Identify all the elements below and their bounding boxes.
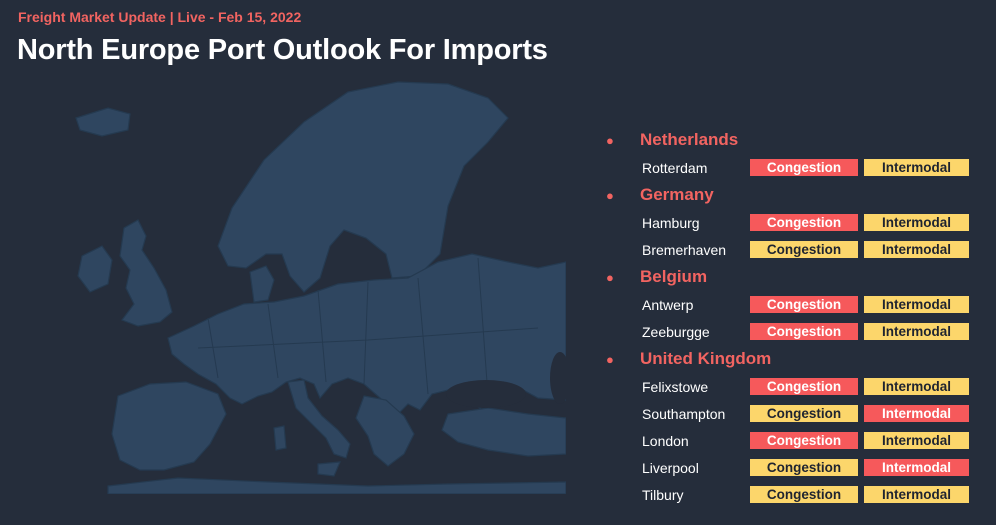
port-name: Southampton: [642, 405, 726, 422]
congestion-badge: Congestion: [750, 296, 858, 313]
port-row-felixstowe: Felixstowe Congestion Intermodal: [602, 373, 982, 400]
intermodal-badge: Intermodal: [864, 159, 969, 176]
port-name: London: [642, 432, 689, 449]
bullet-icon: ●: [606, 351, 614, 367]
country-name: Netherlands: [640, 130, 739, 149]
map-great-britain: [119, 219, 173, 327]
map-iceland: [75, 107, 131, 137]
port-name: Bremerhaven: [642, 241, 727, 258]
country-name: United Kingdom: [640, 349, 772, 368]
port-row-liverpool: Liverpool Congestion Intermodal: [602, 454, 982, 481]
map-iberia: [111, 381, 227, 471]
map-mainland: [167, 253, 566, 415]
intermodal-badge: Intermodal: [864, 459, 969, 476]
intermodal-badge: Intermodal: [864, 214, 969, 231]
map-north-africa: [107, 477, 566, 494]
port-name: Rotterdam: [642, 159, 708, 176]
port-status-list: ● Netherlands Rotterdam Congestion Inter…: [602, 126, 982, 508]
port-name: Hamburg: [642, 214, 700, 231]
page-title: North Europe Port Outlook For Imports: [17, 34, 548, 66]
map-balkans: [355, 395, 415, 467]
congestion-badge: Congestion: [750, 241, 858, 258]
port-row-southampton: Southampton Congestion Intermodal: [602, 400, 982, 427]
intermodal-badge: Intermodal: [864, 323, 969, 340]
country-name: Germany: [640, 185, 714, 204]
port-row-rotterdam: Rotterdam Congestion Intermodal: [602, 154, 982, 181]
europe-map: [75, 81, 566, 494]
bullet-icon: ●: [606, 187, 614, 203]
congestion-badge: Congestion: [750, 214, 858, 231]
map-denmark: [249, 265, 275, 303]
congestion-badge: Congestion: [750, 486, 858, 503]
port-row-tilbury: Tilbury Congestion Intermodal: [602, 481, 982, 508]
congestion-badge: Congestion: [750, 405, 858, 422]
port-name: Antwerp: [642, 296, 694, 313]
congestion-badge: Congestion: [750, 459, 858, 476]
map-sardinia: [273, 425, 287, 451]
port-name: Zeeburgge: [642, 323, 710, 340]
country-name: Belgium: [640, 267, 708, 286]
intermodal-badge: Intermodal: [864, 378, 969, 395]
map-turkey: [441, 407, 566, 457]
bullet-icon: ●: [606, 132, 614, 148]
intermodal-badge: Intermodal: [864, 296, 969, 313]
map-black-sea: [446, 380, 526, 408]
congestion-badge: Congestion: [750, 159, 858, 176]
report-subtitle: Freight Market Update | Live - Feb 15, 2…: [18, 9, 302, 25]
intermodal-badge: Intermodal: [864, 405, 969, 422]
country-united-kingdom: ● United Kingdom: [602, 345, 982, 373]
port-row-hamburg: Hamburg Congestion Intermodal: [602, 209, 982, 236]
port-name: Felixstowe: [642, 378, 709, 395]
intermodal-badge: Intermodal: [864, 432, 969, 449]
map-caspian-sea: [550, 352, 566, 404]
map-italy: [287, 379, 351, 459]
port-row-london: London Congestion Intermodal: [602, 427, 982, 454]
map-ireland: [77, 245, 113, 293]
country-netherlands: ● Netherlands: [602, 126, 982, 154]
intermodal-badge: Intermodal: [864, 486, 969, 503]
port-row-bremerhaven: Bremerhaven Congestion Intermodal: [602, 236, 982, 263]
port-name: Liverpool: [642, 459, 699, 476]
port-row-zeeburgge: Zeeburgge Congestion Intermodal: [602, 318, 982, 345]
port-row-antwerp: Antwerp Congestion Intermodal: [602, 291, 982, 318]
bullet-icon: ●: [606, 269, 614, 285]
port-name: Tilbury: [642, 486, 684, 503]
intermodal-badge: Intermodal: [864, 241, 969, 258]
congestion-badge: Congestion: [750, 432, 858, 449]
congestion-badge: Congestion: [750, 323, 858, 340]
congestion-badge: Congestion: [750, 378, 858, 395]
country-germany: ● Germany: [602, 181, 982, 209]
map-sicily: [317, 461, 341, 477]
country-belgium: ● Belgium: [602, 263, 982, 291]
